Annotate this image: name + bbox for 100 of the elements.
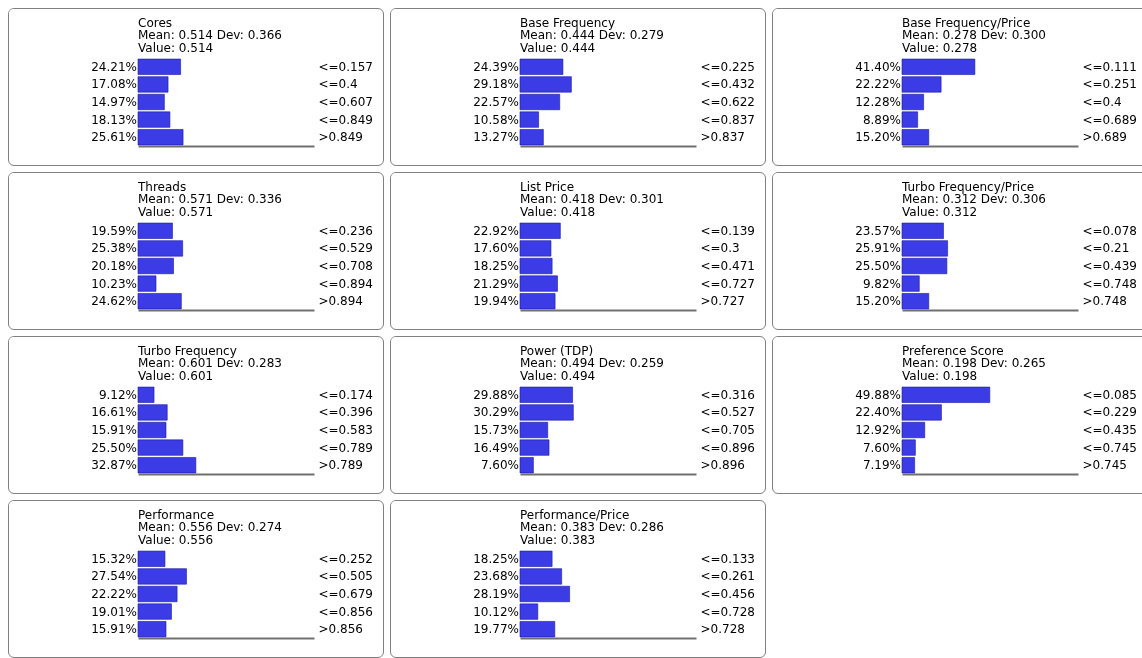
data-label: 23.68%	[473, 569, 519, 584]
text: Value: 0.198	[902, 369, 978, 383]
data-label: 24.62%	[91, 294, 137, 309]
chart-title: Threads	[137, 180, 187, 194]
data-label: 32.87%	[91, 458, 137, 473]
chart-title: Base Frequency/Price	[902, 16, 1031, 30]
y-tick-label: <=0.789	[318, 440, 373, 455]
data-label: 30.29%	[473, 405, 519, 420]
text: Value: 0.556	[138, 533, 214, 547]
data-label: 18.25%	[473, 551, 519, 566]
y-tick-label: >0.745	[1082, 458, 1127, 473]
y-tick-label: <=0.261	[700, 569, 755, 584]
y-tick-label: <=0.139	[700, 223, 755, 238]
y-tick-label: <=0.316	[700, 387, 755, 402]
y-tick-label: <=0.229	[1082, 405, 1137, 420]
data-label: 19.77%	[473, 622, 519, 637]
data-label: 25.50%	[91, 440, 137, 455]
chart-title: Power (TDP)	[520, 344, 594, 358]
text: Value: 0.278	[902, 41, 978, 55]
data-label: 22.22%	[91, 587, 137, 601]
data-label: 7.19%	[862, 458, 901, 473]
data-label: 28.19%	[473, 587, 519, 601]
y-tick-label: <=0.174	[318, 387, 373, 402]
y-tick-label: <=0.748	[1082, 276, 1137, 291]
data-label: 13.27%	[473, 130, 519, 145]
y-tick-label: <=0.078	[1082, 223, 1137, 238]
y-tick-label: <=0.689	[1082, 112, 1137, 127]
data-label: 10.58%	[473, 112, 519, 127]
data-label: 22.57%	[473, 95, 519, 109]
y-tick-label: <=0.856	[318, 604, 373, 619]
data-label: 17.08%	[91, 77, 137, 92]
chart-title: Performance/Price	[520, 508, 630, 522]
chart-title: Turbo Frequency	[137, 344, 237, 358]
data-label: 15.91%	[91, 622, 137, 637]
text: Value: 0.601	[138, 369, 214, 383]
y-tick-label: >0.748	[1082, 294, 1127, 309]
y-tick-label: <=0.527	[700, 405, 755, 420]
data-label: 10.12%	[473, 604, 519, 619]
data-label: 14.97%	[91, 95, 137, 109]
chart-title: List Price	[520, 180, 575, 194]
y-tick-label: <=0.432	[700, 77, 755, 92]
y-tick-label: <=0.708	[318, 259, 373, 273]
y-tick-label: <=0.607	[318, 95, 373, 109]
y-tick-label: <=0.225	[700, 59, 755, 74]
data-label: 17.60%	[473, 241, 519, 256]
data-label: 25.38%	[91, 241, 137, 256]
y-tick-label: <=0.157	[318, 59, 373, 74]
data-label: 10.23%	[91, 276, 137, 291]
chart-title: Performance	[138, 508, 215, 522]
data-label: 18.25%	[473, 259, 519, 273]
y-tick-label: <=0.529	[318, 241, 373, 256]
y-tick-label: <=0.456	[700, 587, 755, 601]
data-label: 16.61%	[91, 405, 137, 420]
y-tick-label: <=0.894	[318, 276, 373, 291]
chart-title: Cores	[138, 16, 173, 30]
y-tick-label: <=0.471	[700, 259, 755, 273]
y-tick-label: <=0.728	[700, 604, 755, 619]
y-tick-label: >0.896	[700, 458, 745, 473]
y-tick-label: <=0.4	[318, 77, 358, 92]
data-label: 41.40%	[855, 59, 901, 74]
y-tick-label: <=0.896	[700, 440, 755, 455]
data-label: 22.22%	[855, 77, 901, 92]
y-tick-label: <=0.745	[1082, 440, 1137, 455]
y-tick-label: <=0.21	[1082, 241, 1130, 256]
y-tick-label: <=0.111	[1082, 59, 1137, 74]
text: Value: 0.383	[520, 533, 596, 547]
data-label: 15.20%	[855, 130, 901, 145]
data-label: 21.29%	[473, 276, 519, 291]
chart-title: Turbo Frequency/Price	[901, 180, 1035, 194]
text: Value: 0.494	[520, 369, 596, 383]
data-label: 7.60%	[480, 458, 519, 473]
chart-subtitle: Mean: 0.383 Dev: 0.286	[520, 520, 664, 534]
y-tick-label: <=0.133	[700, 551, 755, 566]
y-tick-label: <=0.849	[318, 112, 373, 127]
y-tick-label: <=0.727	[700, 276, 755, 291]
text: Value: 0.418	[520, 205, 596, 219]
y-tick-label: <=0.705	[700, 423, 755, 437]
data-label: 18.13%	[91, 112, 137, 127]
chart-title: Base Frequency	[520, 16, 616, 30]
y-tick-label: >0.689	[1082, 130, 1127, 145]
y-tick-label: <=0.251	[1082, 77, 1137, 92]
data-label: 22.92%	[473, 223, 519, 238]
y-tick-label: <=0.583	[318, 423, 373, 437]
data-label: 25.50%	[855, 259, 901, 273]
data-label: 27.54%	[91, 569, 137, 584]
text: Value: 0.514	[138, 41, 214, 55]
y-tick-label: >0.849	[318, 130, 363, 145]
text: Value: 0.444	[520, 41, 596, 55]
data-label: 23.57%	[855, 223, 901, 238]
y-tick-label: >0.727	[700, 294, 745, 309]
y-tick-label: >0.837	[700, 130, 745, 145]
text: Value: 0.312	[902, 205, 978, 219]
text: Mean: 0.571 Dev: 0.336	[138, 192, 282, 206]
y-tick-label: <=0.252	[318, 551, 373, 566]
chart-subtitle: Mean: 0.278 Dev: 0.300	[902, 28, 1046, 42]
data-label: 12.92%	[855, 423, 901, 437]
y-tick-label: <=0.085	[1082, 387, 1137, 402]
data-label: 15.20%	[855, 294, 901, 309]
data-label: 22.40%	[855, 405, 901, 420]
chart-subtitle: Mean: 0.198 Dev: 0.265	[902, 356, 1046, 370]
